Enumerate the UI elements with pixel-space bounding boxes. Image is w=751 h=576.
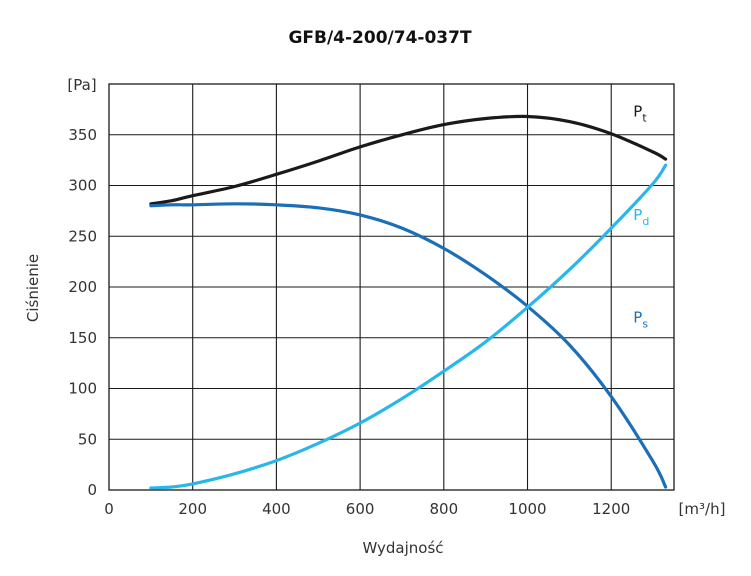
series-line-Pt (149, 114, 668, 206)
tick-labels: 0 200 400 600 800 1000 1200 0 50 100 150 200 250 300 3… (68, 126, 630, 518)
y-tick-label: 350 (68, 126, 97, 144)
y-tick-label: 250 (68, 227, 97, 245)
series-group (149, 114, 668, 490)
y-tick-label: 200 (68, 278, 97, 296)
x-axis-title: Wydajność (362, 539, 443, 557)
x-tick-label: 1200 (592, 500, 630, 518)
y-tick-label: 300 (68, 177, 97, 195)
grid (108, 83, 675, 491)
series-label-Pd: Pd (633, 206, 649, 228)
x-tick-label: 600 (346, 500, 375, 518)
x-tick-label: 800 (429, 500, 458, 518)
series-label-Pt: Pt (633, 102, 647, 124)
y-tick-label: 50 (78, 430, 97, 448)
series-labels: Pt Ps Pd (633, 102, 649, 330)
y-tick-label: 100 (68, 380, 97, 398)
y-tick-label: 0 (87, 481, 97, 499)
y-unit-label: [Pa] (67, 76, 96, 94)
x-tick-label: 400 (262, 500, 291, 518)
y-tick-label: 150 (68, 329, 97, 347)
series-label-Ps: Ps (633, 309, 648, 331)
x-tick-label: 200 (178, 500, 207, 518)
chart-title: GFB/4-200/74-037T (288, 28, 472, 48)
x-tick-label: 1000 (508, 500, 546, 518)
y-axis-title: Ciśnienie (24, 254, 42, 322)
series-line-Ps (149, 202, 668, 489)
series-line-Pd (149, 163, 668, 490)
x-tick-label: 0 (104, 500, 114, 518)
x-unit-label: [m³/h] (679, 500, 726, 518)
